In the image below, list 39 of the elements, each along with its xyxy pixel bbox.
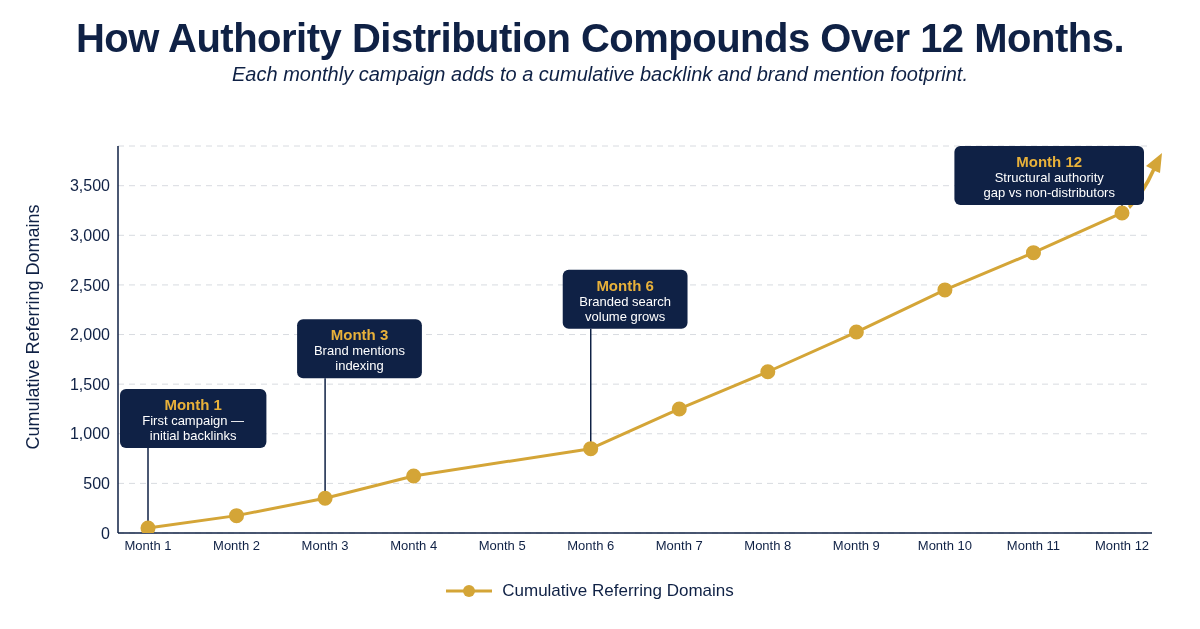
point	[140, 520, 156, 533]
y-tick-label: 3,000	[69, 226, 111, 244]
x-tick-label: Month 6	[567, 538, 615, 554]
x-tick-label: Month 8	[744, 538, 792, 554]
x-tick-label: Month 9	[832, 538, 880, 554]
y-tick-label: 0	[101, 524, 111, 542]
y-axis-title: Cumulative Referring Domains	[23, 204, 44, 450]
annotation: Month 12 Structural authority gap vs non-distributors	[983, 152, 1116, 200]
annotation: Month 1 First campaign — initial backlinks	[142, 396, 245, 444]
point	[406, 468, 422, 484]
point	[583, 441, 599, 457]
y-tick-label: 500	[83, 475, 111, 493]
y-tick-label: 1,000	[69, 425, 111, 443]
annotation: Month 3 Brand mentions indexing	[313, 326, 406, 374]
legend-label: Cumulative Referring Domains	[501, 581, 734, 601]
point	[229, 508, 245, 524]
y-tick-label: 3,500	[69, 177, 111, 195]
x-tick-label: Month 4	[390, 538, 438, 554]
x-tick-label: Month 5	[478, 538, 526, 554]
point	[317, 490, 333, 506]
x-tick-label: Month 11	[1006, 538, 1061, 554]
point	[671, 401, 687, 417]
point	[848, 324, 864, 340]
y-tick-label: 2,000	[69, 326, 111, 344]
x-tick-label: Month 7	[655, 538, 703, 554]
x-tick-label: Month 2	[213, 538, 261, 554]
x-tick-label: Month 12	[1094, 538, 1150, 554]
y-tick-label: 1,500	[69, 375, 111, 393]
chart-title: How Authority Distribution Compounds Over 12 Months.	[74, 15, 1126, 61]
x-tick-label: Month 1	[124, 538, 172, 554]
chart-subtitle: Each monthly campaign adds to a cumulative backlink and brand mention footprint.	[231, 63, 969, 86]
y-tick-label: 2,500	[69, 276, 111, 294]
x-tick-label: Month 10	[917, 538, 973, 554]
point	[1025, 245, 1041, 261]
x-tick-label: Month 3	[301, 538, 349, 554]
point	[937, 282, 953, 298]
point	[1114, 205, 1130, 221]
point	[760, 364, 776, 380]
annotation: Month 6 Branded search volume grows	[579, 276, 672, 324]
